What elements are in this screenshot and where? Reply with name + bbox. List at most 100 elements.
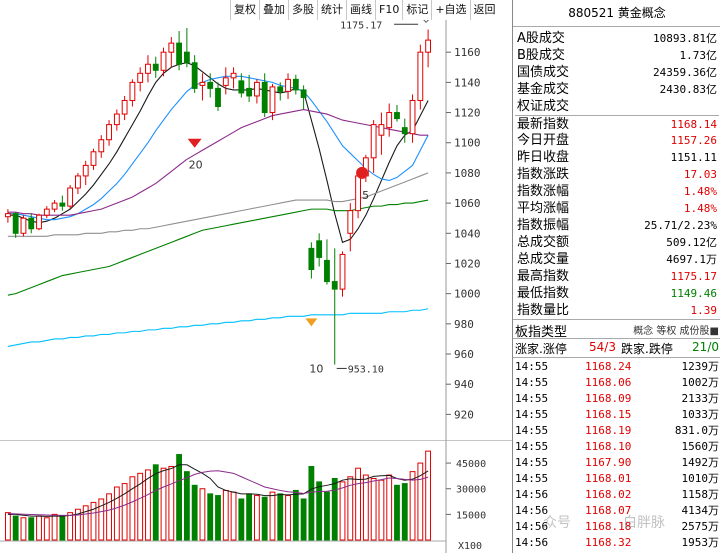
volume-ma-line bbox=[7, 470, 429, 516]
stat-value: 1.39 bbox=[690, 304, 718, 317]
volume-bar bbox=[4, 512, 11, 541]
candle-body bbox=[152, 63, 159, 71]
volume-bar bbox=[113, 486, 120, 541]
kline-chart-area[interactable]: 复权 叠加 多股 统计 画线 F10 标记 +自选 返回 1160 1140 1120 1100 108… bbox=[0, 0, 571, 553]
stat-label: 最新指数 bbox=[517, 117, 570, 132]
marker-10-label: 10 bbox=[309, 362, 323, 375]
volume-bar bbox=[355, 467, 361, 541]
y-tick-label: 920 bbox=[454, 408, 474, 421]
stat-row: 总成交额 509.12亿 bbox=[515, 234, 719, 251]
tick-volume: 1239万 bbox=[681, 360, 720, 373]
updown-row: 涨家.涨停 54/3 跌家.跌停 21/0 bbox=[513, 338, 720, 358]
chart-toolbar: 复权 叠加 多股 统计 画线 F10 标记 +自选 返回 bbox=[230, 0, 499, 20]
up-label: 涨家.涨停 bbox=[515, 342, 567, 356]
tick-volume: 1560万 bbox=[681, 440, 720, 453]
toolbar-button-4[interactable]: 画线 bbox=[346, 0, 375, 20]
stat-value: 24359.36亿 bbox=[653, 66, 717, 79]
candle-body bbox=[28, 217, 35, 230]
tick-volume: 2133万 bbox=[681, 392, 720, 405]
tick-volume: 1033万 bbox=[681, 408, 720, 421]
stat-row: 平均涨幅 1.48% bbox=[515, 200, 719, 217]
volume-bar bbox=[253, 495, 260, 541]
volume-bar bbox=[137, 472, 144, 541]
volume-bar bbox=[425, 450, 432, 541]
volume-bar bbox=[36, 515, 42, 541]
main-price-chart[interactable]: 1160114011201100108010601040102010009809… bbox=[0, 0, 512, 440]
stat-label: 指数涨跌 bbox=[517, 167, 570, 182]
stat-row: 昨日收盘 1151.11 bbox=[515, 149, 719, 166]
volume-bar bbox=[331, 477, 338, 541]
toolbar-button-8[interactable]: 返回 bbox=[469, 0, 499, 20]
volume-bar bbox=[75, 508, 81, 541]
stat-label: 总成交量 bbox=[517, 252, 570, 267]
candle-body bbox=[145, 63, 151, 74]
marker-20-label: 20 bbox=[189, 159, 203, 172]
candle-body bbox=[285, 78, 291, 92]
sector-tags[interactable]: 概念 等权 成份股■ bbox=[633, 326, 719, 337]
volume-bar bbox=[51, 513, 58, 541]
candle-body bbox=[176, 42, 183, 65]
candle-body bbox=[199, 81, 206, 86]
vol-tick-label: 30000 bbox=[456, 485, 486, 496]
stat-label: 平均涨幅 bbox=[517, 201, 570, 216]
candle-body bbox=[98, 139, 105, 153]
stat-row: 指数涨幅 1.48% bbox=[515, 183, 719, 200]
tick-time: 14:55 bbox=[515, 424, 549, 437]
volume-bar bbox=[98, 498, 105, 541]
candle-body bbox=[347, 210, 354, 234]
candle-body bbox=[292, 78, 299, 91]
stat-value: 509.12亿 bbox=[666, 236, 717, 249]
y-tick-label: 1000 bbox=[454, 288, 481, 301]
volume-bar bbox=[362, 474, 369, 541]
stat-row: 总成交量 4697.1万 bbox=[515, 251, 719, 268]
toolbar-button-1[interactable]: 叠加 bbox=[259, 0, 288, 20]
low-price-label: 953.10 bbox=[348, 364, 384, 375]
tick-price: 1168.09 bbox=[585, 392, 632, 405]
stat-label: 指数量比 bbox=[517, 303, 570, 318]
toolbar-button-7[interactable]: +自选 bbox=[431, 0, 469, 20]
candle-body bbox=[121, 99, 128, 115]
candle-body bbox=[75, 175, 81, 189]
stat-row: 基金成交 2430.83亿 bbox=[515, 81, 719, 98]
volume-bar bbox=[292, 489, 299, 541]
up-value: 54/3 bbox=[589, 340, 616, 354]
volume-bar bbox=[145, 469, 151, 541]
candle-body bbox=[394, 112, 400, 120]
volume-bar bbox=[207, 493, 214, 541]
tick-time: 14:55 bbox=[515, 456, 549, 469]
stat-label: 指数振幅 bbox=[517, 218, 570, 233]
toolbar-button-2[interactable]: 多股 bbox=[288, 0, 317, 20]
tick-volume: 4134万 bbox=[681, 504, 720, 517]
tick-time: 14:56 bbox=[515, 520, 549, 533]
tick-price: 1168.10 bbox=[585, 440, 632, 453]
volume-bar bbox=[106, 493, 112, 541]
tick-price: 1168.15 bbox=[585, 408, 632, 421]
stat-row: 指数涨跌 17.03 bbox=[515, 166, 719, 183]
volume-bar bbox=[238, 498, 245, 541]
tick-row: 14:56 1168.32 1953万 bbox=[513, 534, 720, 552]
tick-row: 14:55 1168.06 1002万 bbox=[513, 374, 720, 392]
candle-body bbox=[129, 81, 136, 101]
candle-body bbox=[324, 259, 330, 283]
stat-value: 2430.83亿 bbox=[659, 83, 717, 96]
candle-body bbox=[191, 62, 198, 89]
candle-body bbox=[20, 217, 27, 234]
volume-bar bbox=[168, 466, 175, 541]
candle-body bbox=[331, 281, 338, 290]
candle-body bbox=[43, 208, 50, 216]
stat-label: A股成交 bbox=[517, 31, 565, 46]
toolbar-button-6[interactable]: 标记 bbox=[402, 0, 431, 20]
toolbar-button-5[interactable]: F10 bbox=[375, 0, 402, 20]
volume-chart[interactable]: 45000 30000 15000 X100 bbox=[0, 440, 512, 553]
volume-bar bbox=[269, 491, 276, 541]
toolbar-button-3[interactable]: 统计 bbox=[317, 0, 346, 20]
stat-row: 最低指数 1149.46 bbox=[515, 285, 719, 302]
candle-body bbox=[355, 175, 361, 212]
stat-row: 权证成交 bbox=[515, 98, 719, 115]
toolbar-button-0[interactable]: 复权 bbox=[230, 0, 259, 20]
volume-bar bbox=[285, 495, 291, 541]
candle-body bbox=[137, 72, 144, 83]
volume-bar bbox=[90, 501, 97, 541]
candle-body bbox=[59, 202, 66, 207]
tick-time: 14:55 bbox=[515, 376, 549, 389]
